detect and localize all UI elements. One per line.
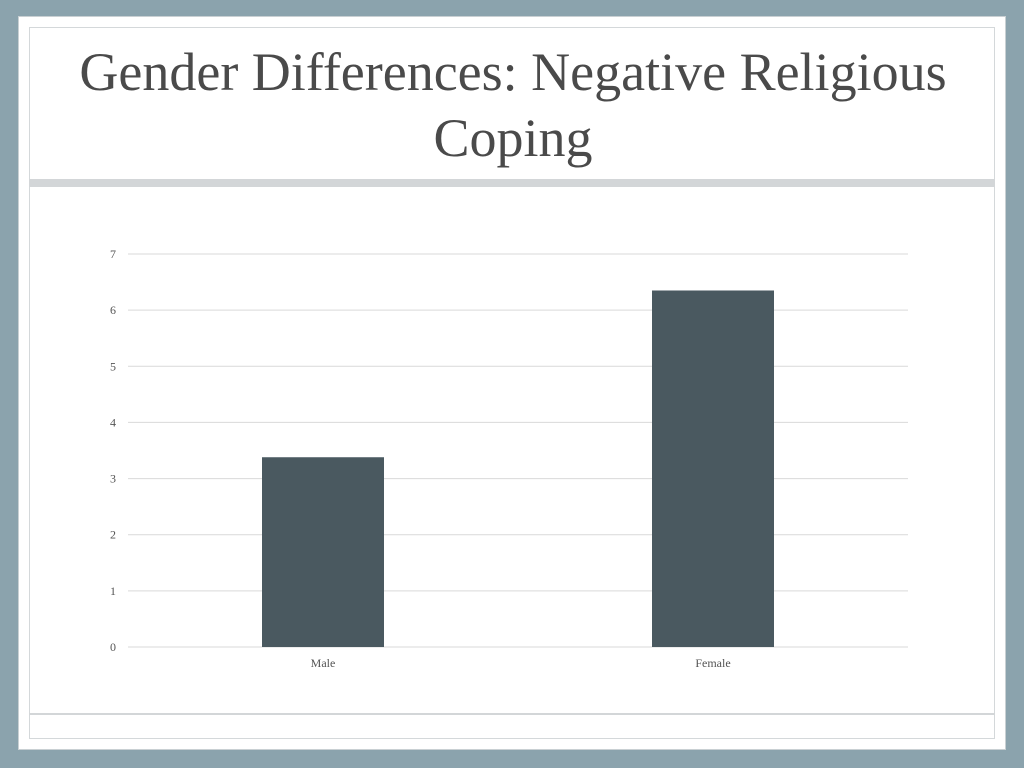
slide-title: Gender Differences: Negative Religious C… [79,42,947,168]
slide: Gender Differences: Negative Religious C… [18,16,1006,750]
y-tick-label: 6 [110,303,116,317]
y-tick-label: 0 [110,640,116,654]
y-tick-label: 2 [110,528,116,542]
y-tick-label: 1 [110,584,116,598]
y-tick-label: 3 [110,472,116,486]
x-tick-label-male: Male [311,656,336,670]
x-axis-ticks: Male Female [311,656,731,670]
y-axis-ticks: 0 1 2 3 4 5 6 7 [110,247,116,654]
slide-frame [29,27,995,739]
bar-male [262,457,384,647]
y-tick-label: 5 [110,359,116,373]
gridlines [128,253,908,648]
y-tick-label: 7 [110,247,116,261]
bars [262,290,774,647]
title-divider [29,179,995,187]
footer-divider [29,713,995,715]
y-tick-label: 4 [110,415,116,429]
bar-female [652,290,774,647]
x-tick-label-female: Female [695,656,730,670]
